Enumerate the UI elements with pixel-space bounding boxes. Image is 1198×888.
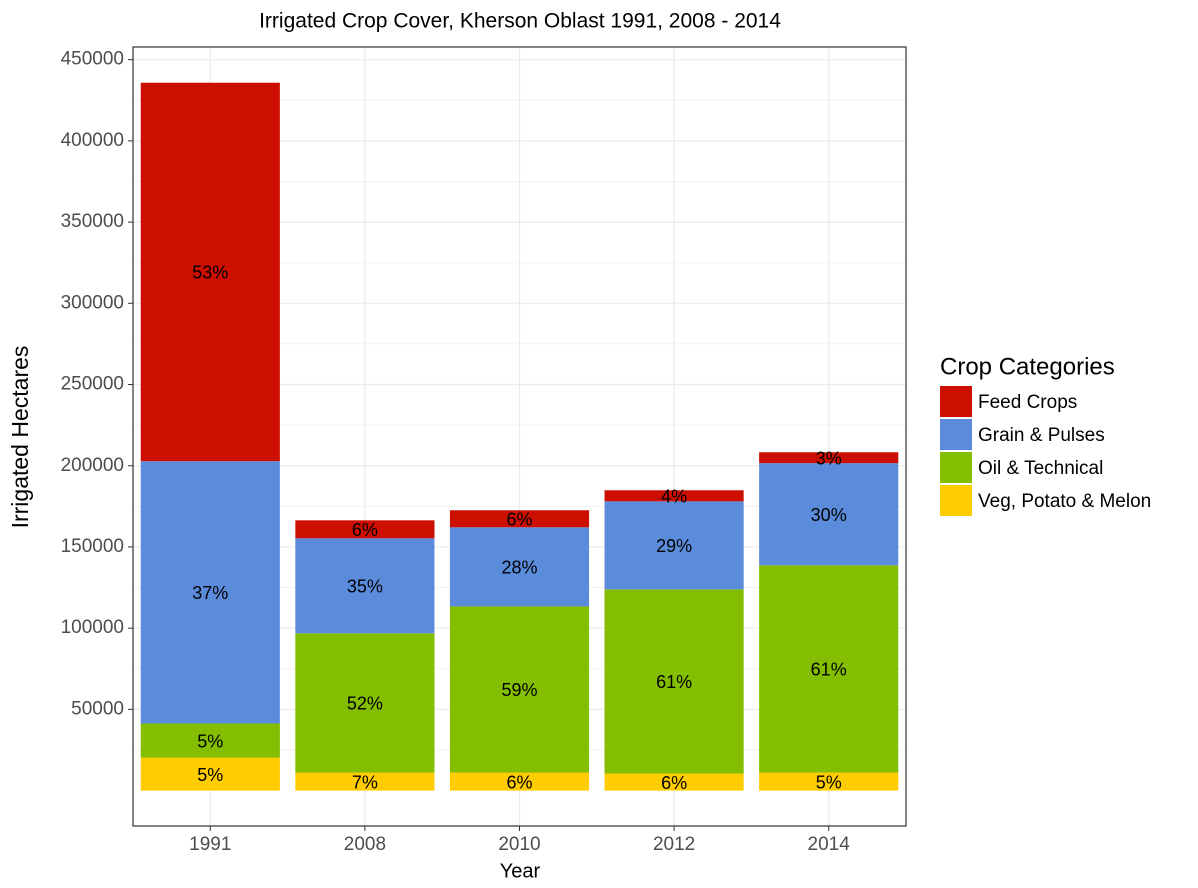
bar-segment [449,527,590,607]
bar-segment [140,82,280,462]
bar-segment [295,520,435,539]
y-tick-label: 450000 [61,49,124,70]
bar-segment [604,773,744,791]
bar-segment [295,633,435,773]
bar-segment [604,589,744,774]
data-label: 53% [192,263,228,283]
data-label: 29% [656,536,692,556]
plot-border [132,46,907,827]
data-label: 5% [816,772,842,792]
bar-segment [759,565,899,773]
y-tick-label: 350000 [61,211,124,232]
bar-segment [449,772,590,791]
bar-segment [449,510,590,528]
data-label: 52% [347,694,383,714]
data-label: 6% [506,772,532,792]
x-tick-label: 1991 [189,834,231,855]
data-label: 6% [506,510,532,530]
bar-segment [140,461,280,724]
x-tick-label: 2014 [808,834,851,855]
chart-title: Irrigated Crop Cover, Kherson Oblast 199… [259,10,781,33]
x-tick-label: 2010 [498,834,540,855]
data-label: 37% [192,583,228,603]
y-tick-label: 200000 [61,455,124,476]
bar-segment [604,490,744,502]
bar-segment [140,757,280,791]
x-axis-label: Year [500,860,541,882]
bar-segment [759,772,899,791]
data-label: 61% [656,672,692,692]
data-label: 61% [811,660,847,680]
data-label: 5% [197,765,223,785]
y-tick-label: 150000 [61,536,124,557]
y-tick-label: 250000 [61,374,124,395]
data-label: 4% [661,487,687,507]
x-tick-label: 2012 [653,834,695,855]
legend-label: Oil & Technical [978,458,1103,479]
legend-key [940,419,972,450]
bar-segment [759,452,899,464]
data-label: 7% [352,772,378,792]
bar-segment [604,501,744,590]
legend-key [940,485,972,516]
data-label: 28% [501,558,537,578]
data-label: 3% [816,448,842,468]
y-tick-label: 300000 [61,292,124,313]
legend-key [940,386,972,417]
legend-key [940,452,972,483]
bar-segment [759,463,899,566]
data-label: 35% [347,577,383,597]
y-tick-label: 50000 [71,698,124,719]
x-tick-label: 2008 [344,834,386,855]
data-label: 6% [661,773,687,793]
bar-segment [140,723,280,758]
legend-label: Grain & Pulses [978,425,1105,446]
y-axis-label: Irrigated Hectares [7,346,33,529]
bar-segment [449,606,590,773]
data-label: 59% [501,680,537,700]
bar-segment [295,538,435,634]
y-tick-label: 400000 [61,130,124,151]
data-label: 5% [197,731,223,751]
y-tick-label: 100000 [61,617,124,638]
data-label: 30% [811,505,847,525]
legend-title: Crop Categories [940,353,1115,380]
bar-segment [295,772,435,791]
legend-label: Feed Crops [978,392,1077,413]
legend-label: Veg, Potato & Melon [978,491,1151,512]
data-label: 6% [352,520,378,540]
